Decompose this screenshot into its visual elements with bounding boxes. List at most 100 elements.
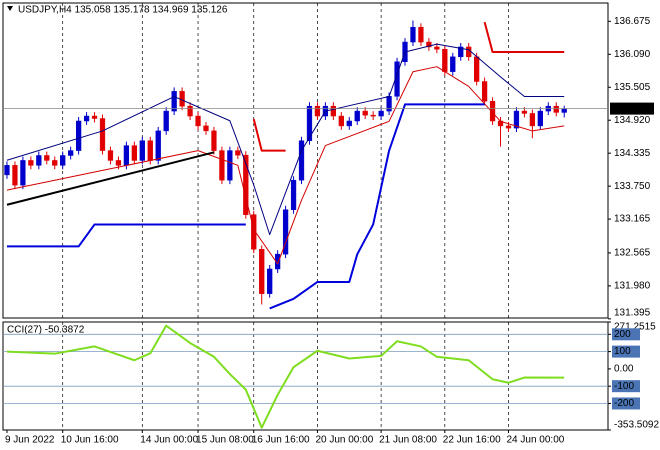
candle-body <box>28 160 34 166</box>
collapse-icon <box>7 6 13 11</box>
candle-body <box>426 41 432 48</box>
y-tick-label: -100 <box>614 381 634 392</box>
y-tick-label: 0.00 <box>614 364 634 375</box>
level-label-box <box>612 345 640 358</box>
candle-body <box>314 105 321 117</box>
candle-body <box>131 145 137 161</box>
candle-body <box>330 105 337 117</box>
candle-body <box>203 125 209 132</box>
y-tick-label: 136.675 <box>614 16 651 27</box>
candle-body <box>4 165 10 176</box>
candle-body <box>68 150 74 156</box>
candle-body <box>44 155 50 161</box>
x-tick-label: 10 Jun 16:00 <box>61 435 119 446</box>
main-frame <box>2 2 609 319</box>
price-tag <box>610 102 654 115</box>
candle-body <box>99 118 106 151</box>
candle-body <box>267 268 273 294</box>
candle-body <box>298 140 305 181</box>
y-tick-label: 100 <box>614 346 631 357</box>
cci-title: CCI(27) -50.3872 <box>7 325 85 336</box>
candle-body <box>171 91 177 112</box>
candle-body <box>394 61 400 97</box>
candle-body <box>458 46 464 58</box>
y-tick-label: 134.335 <box>614 148 651 159</box>
candle-body <box>290 179 297 211</box>
y-tick-label: 132.565 <box>614 248 651 259</box>
candle-body <box>259 249 265 294</box>
candle-body <box>147 140 153 161</box>
candle-body <box>251 214 257 250</box>
candle-body <box>378 110 384 117</box>
cci-frame <box>2 321 609 431</box>
candle-body <box>83 115 90 122</box>
y-tick-label: 136.090 <box>614 49 651 60</box>
x-tick-label: 22 Jun 16:00 <box>443 435 501 446</box>
candle-body <box>123 145 130 166</box>
candle-body <box>219 150 225 181</box>
x-tick-label: 24 Jun 00:00 <box>506 435 564 446</box>
candle-body <box>235 150 241 156</box>
y-tick-label: 200 <box>614 329 631 340</box>
x-tick-label: 14 Jun 00:00 <box>140 435 198 446</box>
candle-body <box>163 110 169 132</box>
candle-body <box>75 120 82 151</box>
indicator-line <box>6 103 485 310</box>
candle-body <box>561 108 567 113</box>
candle-body <box>243 154 249 215</box>
y-tick-label: 133.750 <box>614 181 651 192</box>
candle-body <box>306 105 313 141</box>
candle-body <box>513 110 520 129</box>
candle-body <box>52 160 58 166</box>
candle-body <box>338 115 344 127</box>
candle-body <box>20 160 26 186</box>
y-tick-label: -353.5092 <box>614 420 659 431</box>
candle-body <box>12 165 18 186</box>
candle-body <box>553 105 559 113</box>
candle-body <box>227 150 233 181</box>
candle-body <box>115 160 122 166</box>
x-tick-label: 15 Jun 08:00 <box>196 435 254 446</box>
candle-body <box>481 81 488 102</box>
indicator-line <box>6 66 565 265</box>
candle-body <box>139 140 145 161</box>
price-tag-label: 135.126 <box>614 103 651 114</box>
x-tick-label: 21 Jun 08:00 <box>379 435 437 446</box>
candle-body <box>107 150 114 161</box>
y-tick-label: 134.920 <box>614 115 651 126</box>
candle-body <box>418 26 424 43</box>
candle-body <box>537 110 543 127</box>
candle-body <box>187 105 193 117</box>
y-tick-label: 131.395 <box>614 308 651 319</box>
candle-body <box>36 155 42 166</box>
candle-body <box>354 110 360 122</box>
candle-body <box>521 110 528 114</box>
candle-body <box>275 253 281 270</box>
candle-body <box>282 209 289 255</box>
candle-body <box>489 100 496 122</box>
cci-line <box>6 324 565 429</box>
y-tick-label: 131.980 <box>614 281 651 292</box>
candle-body <box>370 114 376 117</box>
candle-body <box>155 130 161 161</box>
chart-title: USDJPY,H4 135.058 135.178 134.969 135.12… <box>18 5 228 16</box>
candle-body <box>442 48 448 72</box>
indicator-line <box>6 43 565 236</box>
x-tick-label: 9 Jun 2022 <box>5 435 55 446</box>
candle-body <box>195 115 201 127</box>
candle-body <box>346 120 352 127</box>
level-label-box <box>612 397 640 410</box>
y-tick-label: -200 <box>614 398 634 409</box>
candle-body <box>91 115 98 119</box>
indicator-line <box>252 21 565 152</box>
candle-body <box>505 125 512 129</box>
candle-body <box>60 155 66 166</box>
y-tick-label: 133.165 <box>614 214 651 225</box>
candle-body <box>410 26 416 43</box>
level-label-box <box>612 328 640 341</box>
x-tick-label: 16 Jun 16:00 <box>252 435 310 446</box>
candle-body <box>434 46 440 50</box>
indicator-line <box>6 151 215 206</box>
level-label-box <box>612 380 640 393</box>
